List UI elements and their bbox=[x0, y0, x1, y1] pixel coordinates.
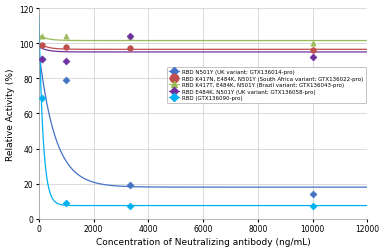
Point bbox=[38, 44, 45, 48]
Point bbox=[310, 49, 316, 53]
Point bbox=[310, 42, 316, 46]
Point bbox=[127, 184, 133, 188]
Point bbox=[127, 205, 133, 209]
X-axis label: Concentration of Neutralizing antibody (ng/mL): Concentration of Neutralizing antibody (… bbox=[96, 237, 310, 246]
Point bbox=[38, 96, 45, 100]
Point bbox=[38, 58, 45, 62]
Point bbox=[63, 35, 69, 39]
Legend: RBD N501Y (UK variant; GTX136014-pro), RBD K417N, E484K, N501Y (South Africa var: RBD N501Y (UK variant; GTX136014-pro), R… bbox=[167, 67, 366, 103]
Point bbox=[63, 79, 69, 83]
Point bbox=[127, 35, 133, 39]
Point bbox=[63, 201, 69, 205]
Y-axis label: Relative Activity (%): Relative Activity (%) bbox=[5, 68, 15, 160]
Point bbox=[127, 35, 133, 39]
Point bbox=[127, 47, 133, 51]
Point bbox=[63, 45, 69, 49]
Point bbox=[310, 205, 316, 209]
Point bbox=[38, 35, 45, 39]
Point bbox=[310, 56, 316, 60]
Point bbox=[63, 59, 69, 64]
Point bbox=[38, 58, 45, 62]
Point bbox=[310, 192, 316, 196]
